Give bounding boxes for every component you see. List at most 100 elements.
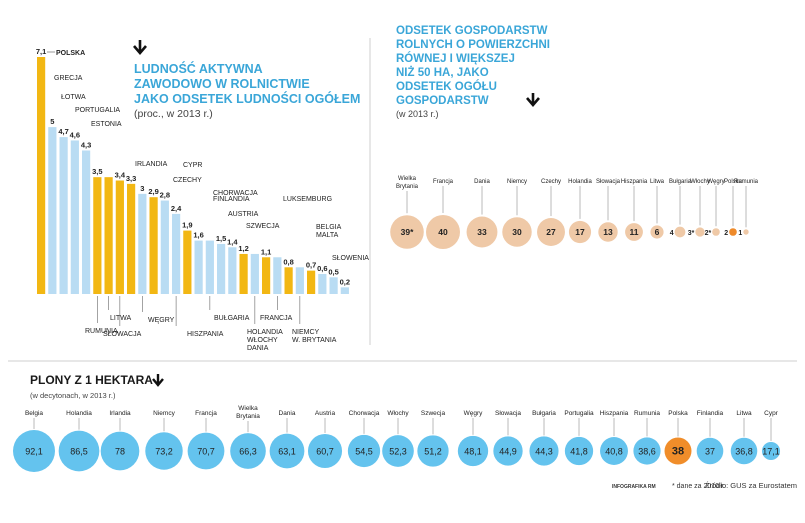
bar-value-label: 1,6: [193, 231, 203, 240]
bar-25: [307, 270, 316, 294]
above-label: SZWECJA: [246, 223, 280, 230]
bar-value-label: 1,1: [261, 247, 271, 256]
bubble-value-label: 60,7: [316, 447, 334, 457]
bubble-3: [466, 216, 498, 248]
bubble-value-label: 4: [670, 230, 674, 237]
bubble-country-label: Wielka: [398, 176, 417, 182]
bubble-17: [633, 437, 661, 465]
ludnosc-title-line-1: LUDNOŚĆ AKTYWNA: [134, 61, 263, 76]
above-label: ESTONIA: [91, 121, 122, 128]
bubble-country-label: Brytania: [236, 413, 260, 420]
bubble-country-label: Niemcy: [153, 410, 175, 417]
bar-value-label: 0,6: [317, 264, 327, 273]
above-label: SŁOWENIA: [332, 255, 369, 262]
bubble-country-label: Szwecja: [421, 410, 446, 417]
bubble-8: [307, 433, 343, 469]
bubble-country-label: Wielka: [238, 405, 258, 412]
bubble-value-label: 92,1: [25, 447, 43, 457]
ludnosc-bar-chart: 7,1 5 4,7 4,64,3 3,5 3,4 3,3 3 2,9 2,82,41,91,6 1,…: [36, 47, 369, 352]
bar-27: [329, 277, 338, 294]
bar-19: [239, 253, 248, 294]
bubble-country-label: Austria: [315, 410, 336, 417]
plony-bubble-chart: Belgia 92,1 Holandia 86,5 Irlandia 78 Niemcy 73…: [13, 405, 781, 472]
above-label: GRECJA: [54, 75, 83, 82]
bar-value-label: 2,9: [148, 187, 158, 196]
bubble-country-label: Węgry: [464, 410, 484, 417]
bar-value-label: 1,4: [227, 237, 238, 246]
bubble-value-label: 40,8: [605, 447, 623, 457]
bubble-7: [269, 433, 305, 469]
ludnosc-title-line-3: JAKO ODSETEK LUDNOŚCI OGÓŁEM: [134, 91, 360, 106]
bubble-value-label: 2: [724, 230, 728, 237]
above-label: AUSTRIA: [228, 211, 259, 218]
bubble-5: [187, 432, 225, 470]
bubble-7: [598, 222, 618, 242]
bubble-2: [58, 430, 100, 472]
bubble-country-label: Niemcy: [507, 179, 527, 185]
bar-11: [149, 197, 158, 294]
bar-value-label: 1,9: [182, 221, 192, 230]
gospodarstwa-bubble-chart: Wielka Brytania 39* Francja 40 Dania 33 Niemcy 3…: [390, 176, 759, 249]
bar-4: [70, 140, 79, 294]
bubble-country-label: Czechy: [541, 179, 561, 185]
bubble-value-label: 41,8: [570, 447, 588, 457]
bubble-country-label: Rumunia: [734, 179, 759, 185]
bubble-country-label: Litwa: [736, 410, 752, 417]
bubble-12: [712, 228, 720, 236]
bubble-21: [761, 441, 781, 461]
bar-21: [262, 257, 271, 294]
bubble-value-label: 36,8: [735, 447, 753, 457]
bubble-14: [743, 229, 749, 235]
below-label: RUMUNIA: [85, 328, 118, 335]
bubble-country-label: Rumunia: [634, 410, 660, 417]
bar-value-label: 3: [140, 184, 144, 193]
bubble-country-label: Holandia: [66, 410, 92, 417]
above-label: CHORWACJA: [213, 190, 258, 197]
bubble-country-label: Cypr: [764, 410, 779, 417]
bubble-8: [625, 223, 643, 241]
bar-17: [217, 243, 226, 294]
bubble-country-label: Polska: [668, 410, 688, 417]
bubble-4: [145, 432, 183, 470]
arrow-down-icon: [133, 40, 147, 55]
plony-title-block: PLONY Z 1 HEKTARA (w decytonach, w 2013 …: [30, 373, 164, 400]
bar-value-label: 0,2: [340, 277, 350, 286]
bubble-value-label: 30: [512, 227, 522, 237]
bubble-20: [730, 437, 758, 465]
bubble-country-label: Słowacja: [495, 410, 521, 417]
below-label: DANIA: [247, 345, 269, 352]
bubble-country-label: Włochy: [387, 410, 409, 417]
footer-source: Źródło: GUS za Eurostatem: [705, 481, 797, 490]
bubble-value-label: 33: [477, 227, 487, 237]
bubble-2: [426, 215, 460, 249]
bubble-value-label: 6: [655, 227, 660, 237]
bubble-value-label: 78: [115, 447, 125, 457]
bubble-country-label: Polska: [724, 179, 743, 185]
ludnosc-title-block: LUDNOŚĆ AKTYWNA ZAWODOWO W ROLNICTWIE JA…: [133, 40, 360, 120]
above-label: CYPR: [183, 162, 202, 169]
below-label: FRANCJA: [260, 315, 293, 322]
bar-value-label: 3,4: [115, 171, 126, 180]
gosp-subtitle: (w 2013 r.): [396, 109, 439, 119]
above-label: FINLANDIA: [213, 196, 250, 203]
bubble-10: [382, 435, 414, 467]
bubble-6: [568, 220, 592, 244]
bar-12: [160, 200, 169, 294]
below-label: BUŁGARIA: [214, 315, 250, 322]
bubble-country-label: Bułgaria: [532, 410, 556, 417]
bubble-country-label: Litwa: [650, 179, 665, 185]
bar-value-label: 4,7: [58, 127, 68, 136]
bar-6: [93, 177, 102, 294]
above-label: ŁOTWA: [61, 94, 86, 101]
bar-value-label: 5: [50, 117, 54, 126]
gosp-title-line-3: RÓWNEJ I WIĘKSZEJ: [396, 52, 515, 65]
bar-5: [82, 150, 91, 294]
bar-value-label: 7,1: [36, 47, 46, 56]
gosp-title-line-2: ROLNYCH O POWIERZCHNI: [396, 39, 550, 51]
bubble-value-label: 48,1: [464, 447, 482, 457]
bubble-4: [502, 217, 532, 247]
bar-20: [250, 253, 259, 294]
bubble-value-label: 38: [672, 446, 684, 458]
bubble-country-label: Dania: [279, 410, 296, 417]
ludnosc-subtitle: (proc., w 2013 r.): [134, 108, 213, 120]
